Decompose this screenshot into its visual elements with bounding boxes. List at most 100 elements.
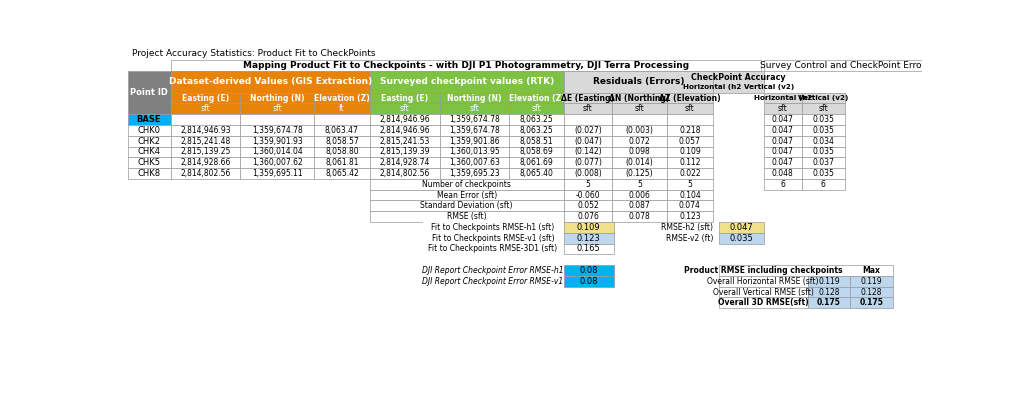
Bar — [764, 114, 802, 125]
Text: 0.112: 0.112 — [679, 158, 700, 167]
Bar — [128, 125, 171, 136]
Text: (0.014): (0.014) — [626, 158, 653, 167]
Bar — [802, 104, 845, 114]
Bar — [612, 200, 667, 211]
Text: CHK5: CHK5 — [137, 158, 161, 167]
Bar — [612, 190, 667, 200]
Bar — [128, 168, 171, 179]
Bar — [241, 114, 314, 125]
Bar — [764, 93, 802, 104]
Bar — [563, 265, 614, 276]
Text: -0.060: -0.060 — [575, 190, 600, 200]
Bar — [171, 125, 241, 136]
Text: 2,815,139.25: 2,815,139.25 — [180, 148, 230, 156]
Bar — [719, 276, 808, 287]
Bar — [509, 136, 563, 146]
Text: 0.035: 0.035 — [812, 126, 835, 135]
Text: 0.037: 0.037 — [812, 158, 835, 167]
Text: sft: sft — [470, 104, 479, 113]
Bar — [719, 287, 808, 298]
Text: 0.087: 0.087 — [629, 201, 650, 210]
Bar — [563, 157, 612, 168]
Text: ΔZ (Elevation): ΔZ (Elevation) — [659, 94, 721, 102]
Bar — [370, 168, 439, 179]
Bar — [509, 157, 563, 168]
Text: 1,359,674.78: 1,359,674.78 — [450, 115, 500, 124]
Bar — [171, 114, 241, 125]
Text: 8,065.40: 8,065.40 — [519, 169, 553, 178]
Bar — [314, 136, 370, 146]
Text: 0.022: 0.022 — [679, 169, 700, 178]
Text: 8,063.25: 8,063.25 — [519, 115, 553, 124]
Text: Elevation (Z): Elevation (Z) — [314, 94, 370, 102]
Text: 0.128: 0.128 — [818, 288, 840, 296]
Bar — [667, 93, 713, 104]
Bar — [370, 179, 563, 190]
Text: 1,360,007.62: 1,360,007.62 — [252, 158, 302, 167]
Text: ΔE (Easting): ΔE (Easting) — [561, 94, 614, 102]
Bar — [370, 125, 439, 136]
Text: 1,359,901.86: 1,359,901.86 — [450, 137, 500, 146]
Bar — [802, 136, 845, 146]
Text: sft: sft — [583, 104, 593, 113]
Text: DJI Report Checkpoint Error RMSE-h1: DJI Report Checkpoint Error RMSE-h1 — [422, 266, 564, 275]
Bar — [314, 93, 370, 104]
Text: RMSE (sft): RMSE (sft) — [446, 212, 486, 221]
Text: Easting (E): Easting (E) — [182, 94, 229, 102]
Bar — [850, 287, 893, 298]
Text: 0.119: 0.119 — [861, 277, 883, 286]
Bar — [808, 276, 850, 287]
Bar — [612, 93, 667, 104]
Text: 0.047: 0.047 — [729, 223, 753, 232]
Bar — [314, 114, 370, 125]
Text: 2,814,946.96: 2,814,946.96 — [379, 115, 430, 124]
Text: 2,814,928.66: 2,814,928.66 — [180, 158, 230, 167]
Bar — [563, 190, 612, 200]
Bar — [563, 244, 614, 254]
Bar — [667, 179, 713, 190]
Text: 0.165: 0.165 — [577, 244, 600, 254]
Text: Surveyed checkpoint values (RTK): Surveyed checkpoint values (RTK) — [380, 77, 554, 86]
Text: 8,061.69: 8,061.69 — [519, 158, 553, 167]
Text: 0.047: 0.047 — [772, 158, 794, 167]
Text: sft: sft — [818, 104, 828, 113]
Bar — [667, 211, 713, 222]
Bar — [563, 146, 612, 157]
Bar — [563, 222, 614, 233]
Bar — [764, 125, 802, 136]
Text: (0.142): (0.142) — [574, 148, 602, 156]
Bar — [764, 179, 802, 190]
Bar — [439, 104, 509, 114]
Bar — [439, 114, 509, 125]
Text: sft: sft — [531, 104, 542, 113]
Bar — [719, 222, 764, 233]
Bar — [667, 168, 713, 179]
Text: 0.074: 0.074 — [679, 201, 700, 210]
Bar — [563, 93, 612, 104]
Bar — [764, 157, 802, 168]
Text: 0.08: 0.08 — [580, 277, 598, 286]
Text: 8,061.81: 8,061.81 — [326, 158, 358, 167]
Text: 0.035: 0.035 — [812, 115, 835, 124]
Bar — [171, 157, 241, 168]
Text: sft: sft — [685, 104, 694, 113]
Text: BASE: BASE — [136, 115, 161, 124]
Bar — [423, 265, 563, 276]
Text: 1,359,901.93: 1,359,901.93 — [252, 137, 302, 146]
Bar — [370, 157, 439, 168]
Text: RMSE-v2 (ft): RMSE-v2 (ft) — [666, 234, 713, 243]
Bar — [667, 125, 713, 136]
Text: (0.125): (0.125) — [626, 169, 653, 178]
Bar — [314, 125, 370, 136]
Text: 8,058.57: 8,058.57 — [325, 137, 358, 146]
Bar — [667, 200, 713, 211]
Bar — [128, 157, 171, 168]
Bar — [370, 71, 563, 93]
Bar — [563, 211, 612, 222]
Bar — [802, 125, 845, 136]
Text: Max: Max — [862, 266, 881, 275]
Bar — [370, 114, 439, 125]
Text: 1,359,674.78: 1,359,674.78 — [252, 126, 302, 135]
Text: 0.052: 0.052 — [578, 201, 599, 210]
Text: 2,814,946.96: 2,814,946.96 — [379, 126, 430, 135]
